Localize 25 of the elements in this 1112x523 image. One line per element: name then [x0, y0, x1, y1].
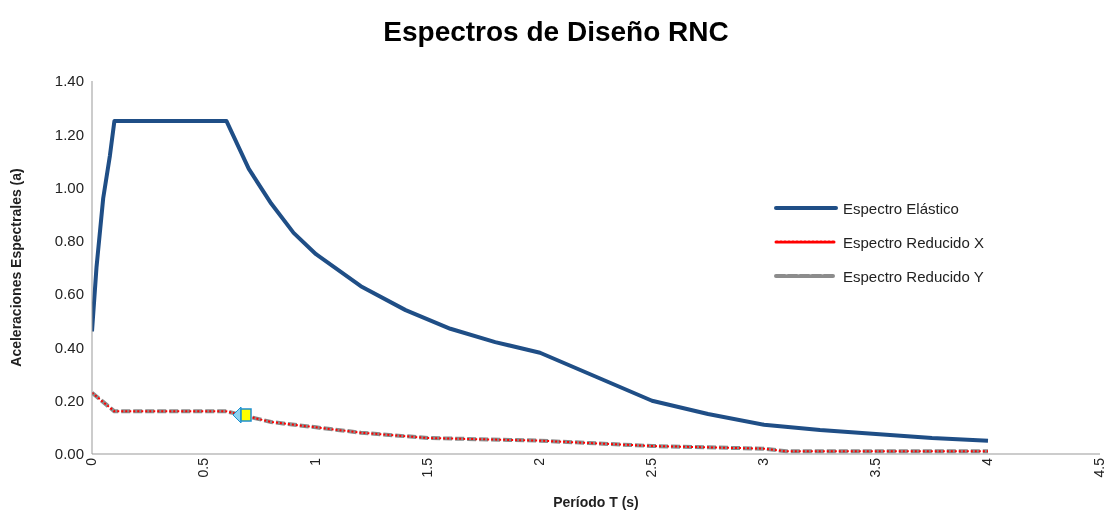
- x-tick-label: 4: [978, 457, 995, 466]
- y-tick-label: 0.00: [54, 445, 84, 463]
- y-tick-label: 0.60: [54, 285, 84, 303]
- x-tick-label: 2: [530, 457, 547, 466]
- legend-label: Espectro Elástico: [843, 199, 959, 217]
- y-tick-label: 1.20: [54, 125, 84, 143]
- y-tick-label: 1.40: [54, 72, 84, 90]
- x-tick-label: 1.5: [418, 457, 435, 478]
- x-tick-label: 0: [82, 457, 99, 466]
- legend-label: Espectro Reducido X: [843, 233, 984, 251]
- x-tick-label: 3: [754, 457, 771, 466]
- y-tick-label: 0.80: [54, 232, 84, 250]
- x-tick-label: 2.5: [642, 457, 659, 478]
- y-tick-label: 0.20: [54, 392, 84, 410]
- y-tick-label: 0.40: [54, 338, 84, 356]
- y-axis-title: Aceleraciones Espectrales (a): [7, 168, 24, 367]
- legend-label: Espectro Reducido Y: [843, 267, 984, 285]
- line-series: [92, 118, 990, 443]
- x-tick-label: 3.5: [866, 457, 883, 478]
- x-tick-label: 1: [306, 457, 323, 466]
- chart-title: Espectros de Diseño RNC: [382, 16, 730, 48]
- x-tick-label: 0.5: [194, 457, 211, 478]
- x-axis-title: Período T (s): [553, 494, 639, 510]
- x-tick-label: 4.5: [1090, 457, 1107, 478]
- y-tick-label: 1.00: [54, 178, 84, 196]
